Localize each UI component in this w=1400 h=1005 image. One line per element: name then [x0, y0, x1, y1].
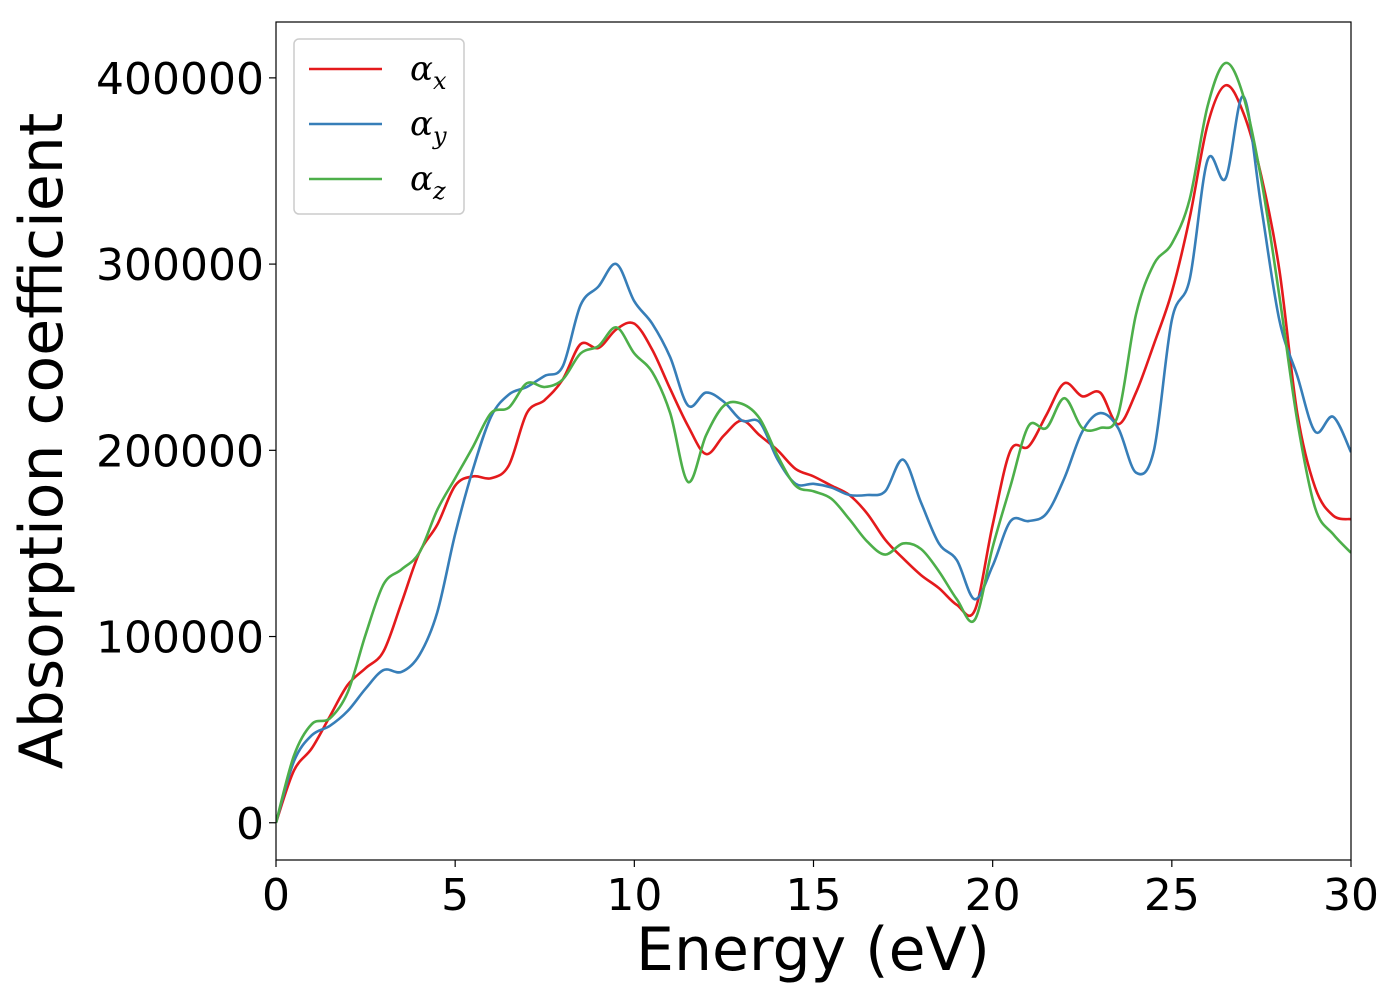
- y-tick-label: 200000: [96, 426, 264, 477]
- plot-area: [276, 61, 1351, 824]
- legend-label-y: αy: [410, 104, 447, 150]
- y-axis-label: Absorption coefficient: [7, 113, 77, 770]
- legend-subscript: y: [432, 122, 447, 150]
- x-tick-label: 20: [965, 870, 1021, 921]
- y-tick-label: 0: [236, 799, 264, 850]
- y-tick-label: 300000: [96, 240, 264, 291]
- x-tick-label: 0: [262, 870, 290, 921]
- legend-box: [293, 38, 465, 215]
- axes: 0 5 10 15 20 25 30 0 100000 200000 300000 400000: [96, 21, 1379, 921]
- legend-subscript: x: [433, 67, 447, 95]
- y-tick-label: 400000: [96, 54, 264, 105]
- legend-label-z: αz: [410, 159, 446, 205]
- legend-subscript: z: [432, 177, 446, 205]
- series-line-z: [276, 61, 1351, 824]
- x-tick-label: 10: [606, 870, 662, 921]
- x-tick-label: 5: [441, 870, 469, 921]
- x-axis-label: Energy (eV): [636, 915, 990, 985]
- x-tick-label: 15: [786, 870, 842, 921]
- series-line-y: [276, 95, 1351, 824]
- legend-symbol: α: [410, 159, 433, 199]
- x-tick-label: 25: [1144, 870, 1200, 921]
- series-line-x: [276, 84, 1351, 824]
- x-tick-label: 30: [1323, 870, 1379, 921]
- y-tick-label: 100000: [96, 613, 264, 664]
- legend-symbol: α: [410, 49, 433, 89]
- legend-label-x: αx: [410, 49, 447, 95]
- legend-symbol: α: [410, 104, 433, 144]
